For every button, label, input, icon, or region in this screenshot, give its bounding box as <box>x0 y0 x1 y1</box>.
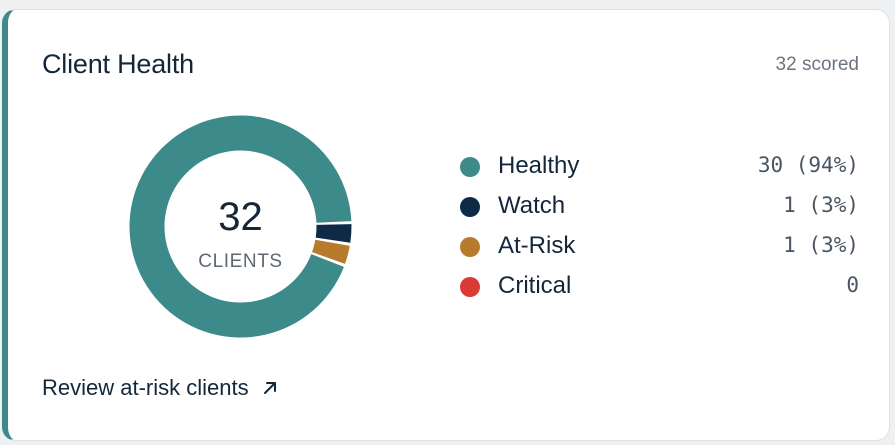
client-health-donut: 32 CLIENTS <box>129 115 359 345</box>
legend-value: 0 <box>846 273 859 297</box>
legend-value: 1 (3%) <box>783 193 859 217</box>
legend-label: Watch <box>498 192 566 219</box>
client-health-card: Client Health 32 scored 32 CLIENTS Healt… <box>2 9 890 441</box>
scored-count: 32 scored <box>775 54 859 75</box>
health-legend: Healthy 30 (94%) Watch 1 (3%) At-Risk 1 … <box>460 147 859 307</box>
watch-dot <box>460 197 480 217</box>
donut-segment-healthy <box>129 115 352 338</box>
donut-chart <box>129 115 352 338</box>
critical-dot <box>460 277 480 297</box>
legend-label: Healthy <box>498 152 580 179</box>
donut-segment-at-risk <box>312 239 350 264</box>
legend-item-watch: Watch 1 (3%) <box>460 187 859 227</box>
legend-value: 1 (3%) <box>783 233 859 257</box>
at-risk-dot <box>460 237 480 257</box>
donut-center-label: CLIENTS <box>198 251 283 272</box>
card-title: Client Health <box>42 49 194 79</box>
legend-item-healthy: Healthy 30 (94%) <box>460 147 859 187</box>
healthy-dot <box>460 157 480 177</box>
legend-item-critical: Critical 0 <box>460 267 859 307</box>
legend-value: 30 (94%) <box>757 153 859 177</box>
arrow-up-right-icon <box>263 382 276 394</box>
donut-center-count: 32 <box>218 195 263 239</box>
review-link-label: Review at-risk clients <box>42 375 249 400</box>
legend-item-at-risk: At-Risk 1 (3%) <box>460 227 859 267</box>
donut-segment-watch <box>315 224 352 243</box>
review-at-risk-link[interactable]: Review at-risk clients <box>42 375 279 401</box>
legend-label: Critical <box>498 272 572 299</box>
legend-label: At-Risk <box>498 232 576 259</box>
